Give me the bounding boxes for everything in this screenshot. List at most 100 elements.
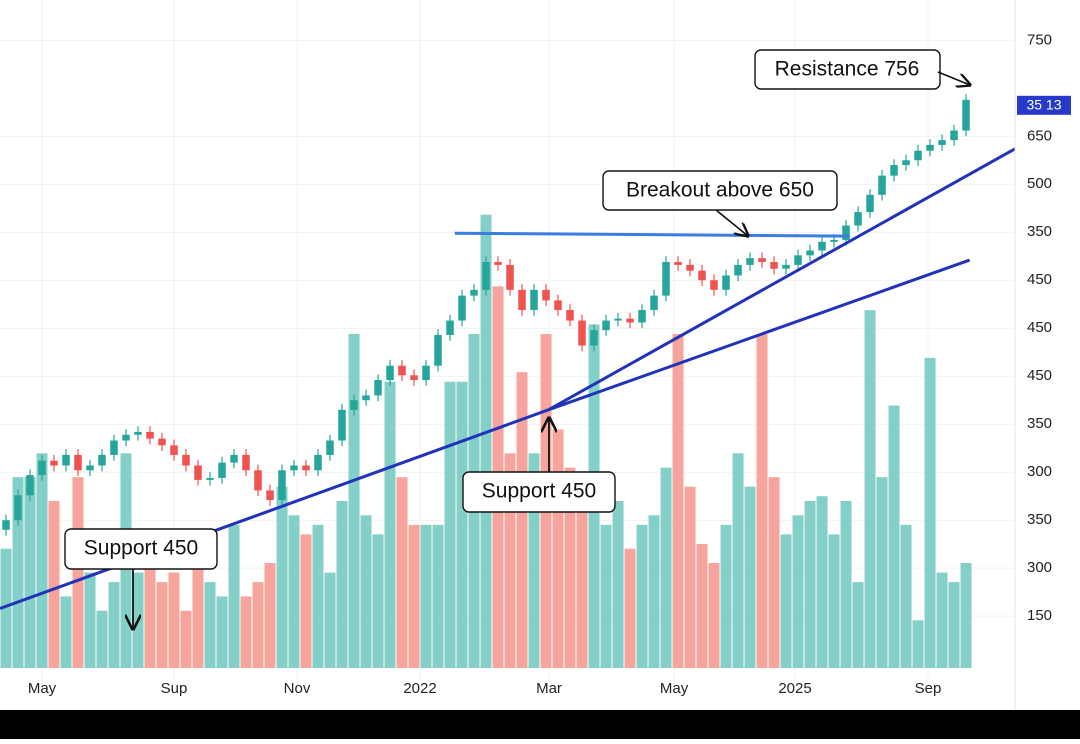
volume-bar [576,477,588,668]
volume-bar [516,372,528,668]
volume-bar [204,582,216,668]
volume-bar [240,596,252,668]
annotation-box [64,528,218,570]
candle-body [398,365,406,376]
volume-bar [624,548,636,668]
volume-bar [108,582,120,668]
volume-bar [456,381,468,668]
candle-body [578,320,586,346]
annotation-resistance: Resistance 756 [754,49,970,90]
x-tick-label: Sep [915,680,942,697]
y-tick-label: 450 [1027,367,1052,384]
candle-body [938,140,946,145]
candle-body [50,460,58,466]
volume-bar [60,596,72,668]
volume-bar [900,524,912,668]
candle-body [434,334,442,366]
candle-body [326,440,334,455]
volume-bar [744,486,756,668]
volume-bar [912,620,924,668]
y-tick-label: 350 [1027,415,1052,432]
volume-bar [888,405,900,668]
arrow [715,209,748,236]
y-tick-label: 750 [1027,31,1052,48]
volume-bar [672,334,684,668]
annotation-text: Breakout above 650 [626,179,814,202]
candle-body [866,194,874,213]
volume-bar [792,515,804,668]
volume-bar [660,467,672,668]
candle-body [962,99,970,131]
volume-bar [192,563,204,668]
x-tick-label: Mar [536,680,562,697]
trendline [454,231,850,238]
volume-bar [528,453,540,668]
volume-bar [756,334,768,668]
volume-bar [864,310,876,668]
volume-bar [96,610,108,668]
candle-body [770,262,778,269]
price-tag: 35 13 [1017,95,1071,115]
arrow [937,71,970,85]
candle-body [278,470,286,501]
candle-body [110,440,118,455]
candle-body [506,264,514,290]
candle-body [902,160,910,166]
bottom-bar [0,710,1080,739]
x-tick-label: May [28,680,57,697]
volume-bar [252,582,264,668]
volume-bar [72,477,84,668]
candle-body [494,262,502,265]
candle-body [854,212,862,226]
annotation-breakout: Breakout above 650 [602,170,838,236]
candle-body [194,465,202,480]
volume-bar [396,477,408,668]
volume-bar [384,381,396,668]
candle-body [206,477,214,480]
candle-body [890,165,898,176]
volume-bar [432,524,444,668]
candle-body [614,318,622,321]
volume-bar [336,501,348,668]
candle-body [590,330,598,346]
axes: 750 650 500 350 450 450 450 350 300 350 300 150 May S… [28,31,1052,697]
y-tick-label: 300 [1027,463,1052,480]
annotation-support-left: Support 450 [64,528,218,629]
candle-body [38,460,46,476]
candle-body [518,289,526,311]
volume-bar [420,524,432,668]
candle-body [254,470,262,491]
candle-body [26,475,34,496]
candle-body [182,454,190,466]
candle-body [446,320,454,335]
candle-body [686,264,694,271]
candle-body [62,454,70,466]
candle-body [290,465,298,471]
volume-bar [804,501,816,668]
annotation-box [602,170,838,211]
candle-body [650,295,658,311]
candle-body [806,250,814,256]
candle-body [470,289,478,296]
candle-body [554,300,562,311]
candle-body [626,318,634,323]
volume-bar [504,453,516,668]
volume-bar [852,582,864,668]
volume-bar [960,563,972,668]
candle-body [542,289,550,301]
candle-body [674,262,682,265]
candle-body [122,434,130,441]
volume-bar [300,534,312,668]
annotation-text: Resistance 756 [775,58,920,81]
candle-body [74,454,82,471]
volume-bar [636,524,648,668]
volume-bar [648,515,660,668]
annotation-support-mid: Support 450 [462,418,616,513]
candle-body [314,454,322,471]
volume-bar [768,477,780,668]
volume-bar [816,496,828,668]
volume-bar [936,572,948,668]
candle-body [230,454,238,463]
y-tick-label: 300 [1027,559,1052,576]
